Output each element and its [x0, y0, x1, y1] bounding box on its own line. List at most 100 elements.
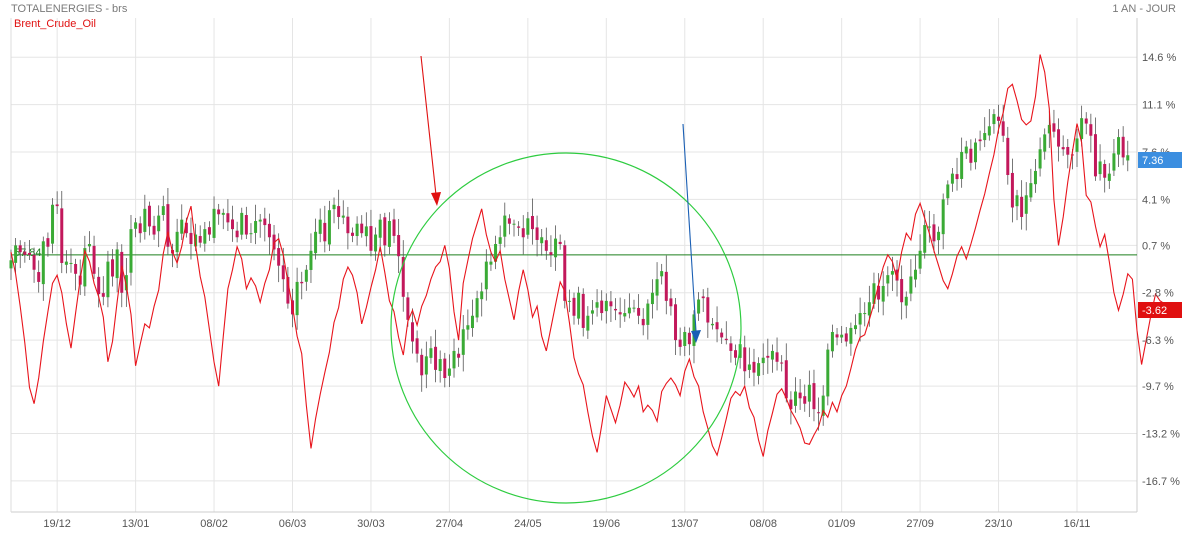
candle-body: [674, 304, 678, 341]
candle: [590, 300, 594, 325]
candle-body: [1006, 137, 1010, 175]
candle: [821, 385, 825, 426]
candle: [198, 225, 202, 248]
candle: [932, 213, 936, 253]
candle: [1024, 182, 1028, 231]
period-label[interactable]: 1 AN - JOUR: [1112, 3, 1176, 15]
y-tick-label: 11.1 %: [1142, 100, 1176, 112]
candle: [217, 203, 221, 225]
candle: [221, 208, 225, 230]
candle: [364, 212, 368, 247]
x-tick-label: 23/10: [985, 518, 1013, 530]
candle-body: [484, 261, 488, 290]
candle: [410, 308, 414, 354]
candle-body: [383, 217, 387, 246]
x-tick-label: 13/07: [671, 518, 699, 530]
candle: [1057, 118, 1061, 162]
candle: [503, 202, 507, 248]
y-tick-label: -16.7 %: [1142, 476, 1180, 488]
candle-body: [295, 281, 299, 316]
candle: [489, 251, 493, 271]
candle: [983, 117, 987, 148]
candle: [323, 205, 327, 253]
candle: [581, 288, 585, 337]
candle-body: [323, 222, 327, 242]
candle-body: [397, 235, 401, 257]
candle-body: [1126, 155, 1130, 161]
candle: [904, 291, 908, 319]
candle-body: [401, 256, 405, 297]
candle-body: [9, 260, 13, 269]
candle-body: [521, 228, 525, 238]
x-tick-label: 16/11: [1064, 518, 1091, 530]
candle-body: [923, 225, 927, 253]
candle-body: [913, 269, 917, 280]
candle: [1066, 138, 1070, 169]
candle-body: [309, 250, 313, 270]
candle: [586, 306, 590, 339]
candle-body: [1103, 164, 1107, 178]
candle-body: [863, 313, 867, 315]
candle-body: [360, 223, 364, 234]
candle: [318, 208, 322, 243]
candle: [32, 247, 36, 283]
candle-body: [277, 248, 281, 266]
candle-body: [950, 173, 954, 184]
candle-body: [69, 262, 73, 264]
candle: [101, 276, 105, 306]
candle-body: [1052, 123, 1056, 132]
candle: [263, 207, 267, 242]
candle-body: [877, 285, 881, 300]
candle-body: [932, 224, 936, 242]
candle: [452, 338, 456, 378]
candle: [913, 255, 917, 288]
candle-body: [964, 146, 968, 154]
candle: [350, 227, 354, 243]
candle: [715, 306, 719, 343]
candle: [840, 326, 844, 343]
candle: [646, 299, 650, 340]
candle: [863, 302, 867, 327]
candle: [835, 328, 839, 346]
candle-body: [87, 244, 91, 247]
candle: [567, 289, 571, 313]
candle-body: [761, 357, 765, 364]
candle: [849, 322, 853, 356]
candle: [964, 140, 968, 160]
candle: [314, 218, 318, 260]
candle: [770, 344, 774, 373]
candle-body: [854, 325, 857, 330]
candle: [14, 238, 18, 273]
candle: [97, 267, 101, 308]
candle: [535, 215, 539, 257]
candle-body: [443, 358, 447, 379]
candle-body: [32, 254, 36, 270]
candle: [383, 212, 387, 257]
candle: [83, 235, 87, 296]
x-tick-label: 06/03: [279, 518, 307, 530]
candle: [563, 240, 567, 309]
candlestick-series: [9, 104, 1130, 431]
candle: [530, 198, 534, 245]
candle: [157, 205, 161, 248]
candle: [1089, 113, 1093, 153]
x-tick-label: 08/08: [749, 518, 777, 530]
candle: [558, 234, 562, 250]
x-tick-label: 27/04: [436, 518, 464, 530]
candle-body: [997, 116, 1001, 121]
candle-body: [240, 212, 244, 235]
candle-body: [803, 396, 807, 404]
candle: [941, 193, 945, 250]
candle-body: [263, 218, 267, 226]
candle-body: [706, 297, 710, 323]
candle-body: [489, 261, 493, 265]
candle: [955, 157, 959, 191]
candle-body: [392, 219, 396, 236]
candle: [18, 240, 22, 269]
candle: [507, 214, 511, 235]
candle: [918, 234, 922, 274]
candle: [378, 213, 382, 252]
candle: [1126, 140, 1130, 172]
candle-body: [775, 352, 779, 362]
candle-body: [720, 332, 724, 338]
